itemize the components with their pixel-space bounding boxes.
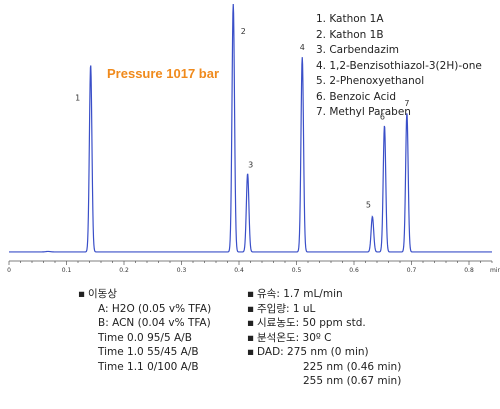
x-tick-label: 0.5 <box>292 267 302 274</box>
mobile-phase-heading-row: ▪ 이동상 <box>78 287 211 302</box>
peak-label: 2 <box>241 27 246 36</box>
sample-concentration: 시료농도: 50 ppm std. <box>257 317 366 329</box>
legend-item: 6. Benzoic Acid <box>316 90 396 103</box>
dad-wavelength: DAD: 275 nm (0 min) <box>257 346 369 358</box>
x-axis-unit: min <box>490 267 500 274</box>
mobile-phase-line: B: ACN (0.04 v% TFA) <box>98 317 211 329</box>
compound-legend: 1. Kathon 1A 2. Kathon 1B 3. Carbendazim 4.… <box>316 12 482 121</box>
instrument-conditions: ▪ 유속: 1.7 mL/min ▪ 주입량: 1 uL ▪ 시료농도: 50 … <box>247 287 402 389</box>
bullet-icon: ▪ <box>78 288 86 300</box>
x-axis: 0 0.1 0.2 0.3 0.4 0.5 0.6 0.7 0.8 min <box>7 260 500 274</box>
mobile-phase-line: Time 1.0 55/45 A/B <box>98 346 199 358</box>
legend-item: 4. 1,2-Benzisothiazol-3(2H)-one <box>316 59 482 72</box>
peak-labels: 1 2 3 4 5 6 7 <box>75 27 409 210</box>
legend-item: 3. Carbendazim <box>316 44 399 56</box>
condition-item: ▪ 주입량: 1 uL <box>247 302 401 317</box>
condition-item: ▪ 시료농도: 50 ppm std. <box>247 316 401 331</box>
injection-volume: 주입량: 1 uL <box>257 302 316 315</box>
bullet-icon: ▪ <box>247 346 255 358</box>
x-tick-label: 0.2 <box>119 267 129 274</box>
mobile-phase-line: Time 0.0 95/5 A/B <box>98 331 192 344</box>
mobile-phase-line: Time 1.1 0/100 A/B <box>98 360 199 373</box>
mobile-phase-conditions: ▪ 이동상 A: H2O (0.05 v% TFA) B: ACN (0.04 … <box>78 287 212 374</box>
mobile-phase-line: A: H2O (0.05 v% TFA) <box>98 302 212 315</box>
peak-label: 1 <box>75 94 80 103</box>
analysis-temperature: 분석온도: 30º C <box>257 331 332 344</box>
legend-item: 1. Kathon 1A <box>316 13 384 25</box>
mobile-phase-heading: 이동상 <box>88 288 117 300</box>
x-tick-label: 0.1 <box>62 267 72 274</box>
bullet-icon: ▪ <box>247 317 255 329</box>
chromatogram-chart: 0 0.1 0.2 0.3 0.4 0.5 0.6 0.7 0.8 min 1 2 3 4 5 6 7 Pre… <box>7 3 500 274</box>
x-tick-label: 0.4 <box>234 267 244 274</box>
condition-item: ▪ 유속: 1.7 mL/min <box>247 287 401 302</box>
peak-label: 3 <box>248 161 253 170</box>
x-tick-label: 0.3 <box>177 267 187 274</box>
legend-item: 5. 2-Phenoxyethanol <box>316 75 425 87</box>
flow-rate: 유속: 1.7 mL/min <box>257 288 343 300</box>
x-tick-label: 0.7 <box>407 267 417 274</box>
bullet-icon: ▪ <box>247 331 255 344</box>
x-tick-label: 0.8 <box>464 267 474 274</box>
bullet-icon: ▪ <box>247 288 255 300</box>
dad-wavelength-extra: 225 nm (0.46 min) <box>303 360 402 373</box>
chromatogram-trace <box>9 3 492 253</box>
pressure-annotation: Pressure 1017 bar <box>107 66 219 81</box>
x-tick-label: 0.6 <box>349 267 359 274</box>
peak-label: 4 <box>300 43 305 52</box>
dad-wavelength-extra: 255 nm (0.67 min) <box>303 375 402 387</box>
condition-item: ▪ 분석온도: 30º C <box>247 331 401 346</box>
peak-label: 6 <box>380 112 385 121</box>
legend-item: 2. Kathon 1B <box>316 28 384 41</box>
bullet-icon: ▪ <box>247 302 255 315</box>
condition-item: ▪ DAD: 275 nm (0 min) <box>247 345 401 360</box>
legend-item: 7. Methyl Paraben <box>316 106 411 118</box>
peak-label: 7 <box>404 99 409 108</box>
peak-label: 5 <box>366 201 371 210</box>
x-tick-label: 0 <box>7 267 11 274</box>
